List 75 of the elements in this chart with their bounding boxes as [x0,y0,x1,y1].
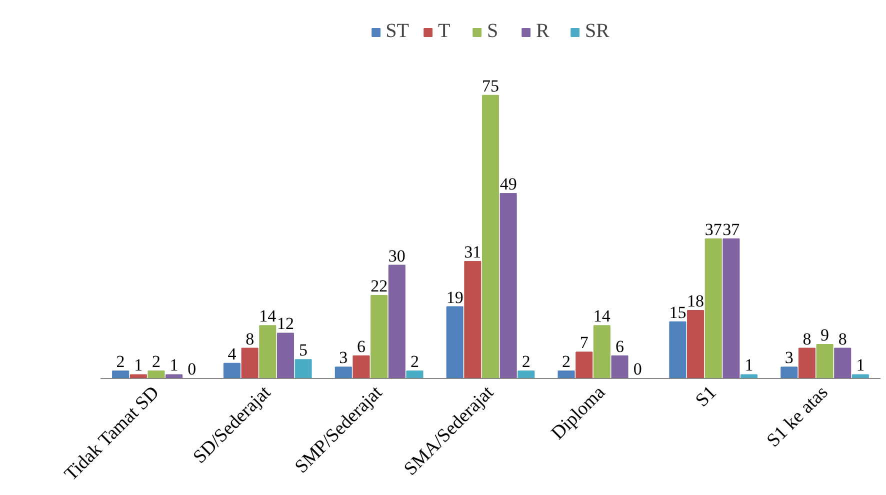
bar [148,370,165,378]
data-label: 1 [134,356,143,375]
data-label: 0 [188,360,196,378]
data-label: 5 [299,340,308,360]
bar [780,366,798,378]
bar [687,310,704,378]
bar [223,362,241,378]
bar [334,366,352,378]
bar [704,238,722,378]
data-label: 8 [838,329,847,348]
legend-label: SR [584,20,610,43]
bar [722,238,740,378]
data-label: 3 [784,348,794,368]
bar [816,344,834,378]
data-label: 2 [522,352,530,371]
data-label: 2 [410,352,419,371]
bar [834,348,852,378]
data-label: 8 [802,329,812,348]
legend-label: S [486,20,500,43]
bar [558,370,575,378]
bar [166,374,183,378]
legend-label: T [438,20,452,43]
bar [852,374,869,378]
bar [593,325,610,378]
data-label: 14 [593,306,611,326]
data-label: 4 [228,344,237,364]
data-label: 0 [633,360,642,378]
legend-label: R [536,20,550,43]
bar [798,348,816,378]
bar [276,332,294,378]
bar [740,374,758,378]
data-label: 3 [339,348,348,368]
bar [576,352,593,378]
bar [259,325,276,378]
data-label: 19 [446,288,464,307]
bar [518,370,535,378]
data-label: 1 [856,356,865,375]
data-label: 1 [170,356,178,375]
legend-label: ST [386,20,409,43]
data-label: 1 [744,356,754,375]
bar [406,370,424,378]
data-label: 75 [482,76,499,96]
data-label: 37 [704,220,722,239]
data-label: 2 [152,352,160,371]
data-label: 6 [356,336,366,356]
data-label: 9 [820,326,830,345]
data-label: 22 [370,276,388,296]
x-tick-label: S1 [692,382,721,412]
bar [500,193,517,378]
data-label: 7 [580,333,589,352]
data-label: 15 [669,302,686,322]
data-label: 49 [500,174,517,194]
bar [294,359,312,378]
bar [241,348,258,378]
data-label: 18 [687,292,704,311]
data-label: 8 [246,329,254,348]
bar [669,321,686,378]
data-label: 37 [722,220,740,239]
data-label: 31 [464,242,482,262]
data-label: 12 [276,314,294,334]
bar [388,264,406,378]
data-label: 6 [616,336,624,356]
data-label: 14 [259,306,277,326]
bar [482,94,500,378]
bar [611,355,628,378]
x-tick-label: S1 ke atas [762,382,832,452]
bar [352,355,370,378]
bar [464,260,482,378]
bar [112,370,130,378]
bar [130,374,147,378]
data-label: 30 [388,246,406,266]
bar [370,294,388,378]
data-label: 2 [116,352,125,371]
bar [446,306,464,378]
data-label: 2 [562,352,571,371]
